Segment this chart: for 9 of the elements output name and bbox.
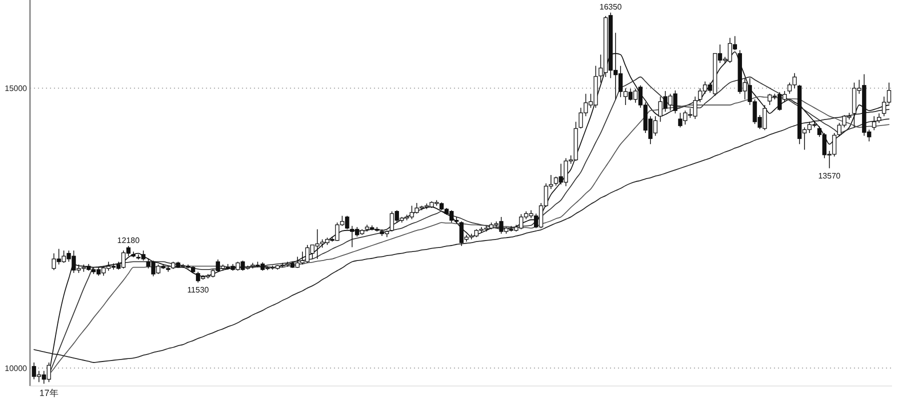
annotation: 12180 bbox=[117, 236, 140, 246]
annotation: 13570 bbox=[818, 171, 842, 180]
y-tick-label: 10000 bbox=[4, 364, 28, 373]
y-tick-label: 15000 bbox=[4, 84, 28, 94]
annotation: 11530 bbox=[187, 285, 210, 294]
x-tick-label: 17年 bbox=[39, 388, 58, 398]
annotation: 16350 bbox=[600, 2, 622, 12]
candlestick bbox=[872, 116, 876, 131]
candlestick bbox=[876, 112, 882, 124]
